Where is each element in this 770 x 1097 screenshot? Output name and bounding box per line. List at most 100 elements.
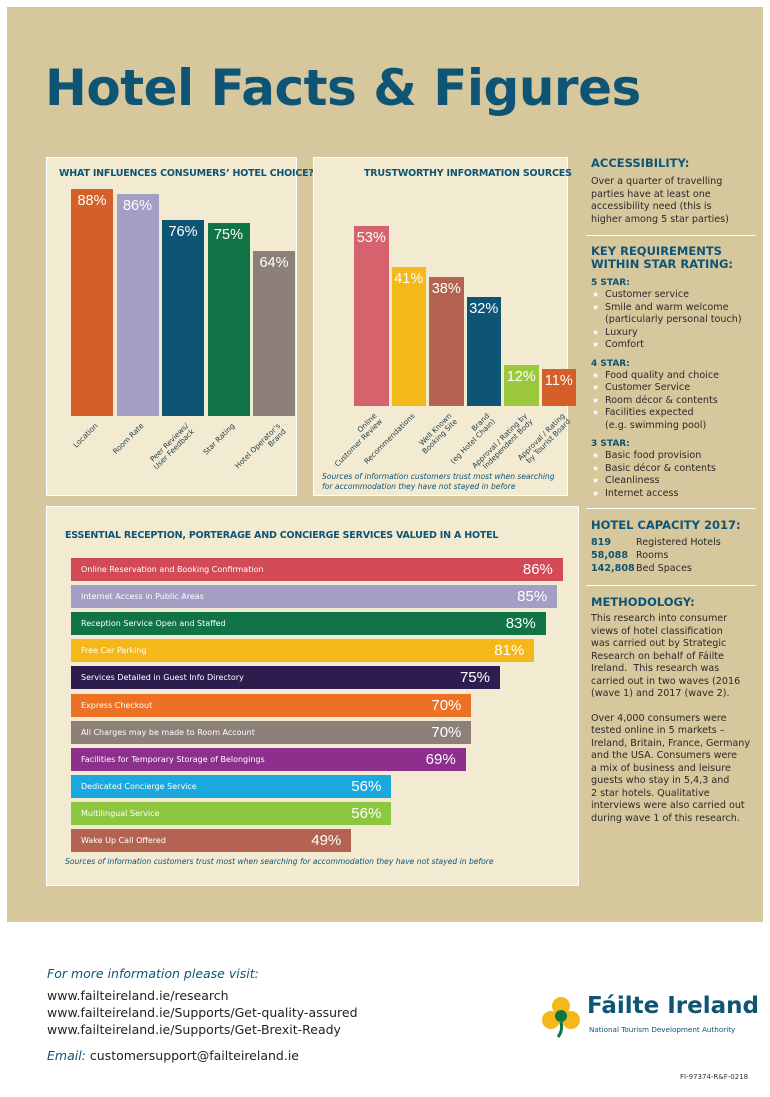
chart-bar: 53% <box>354 225 389 406</box>
chart-bar: Dedicated Concierge Service 56% <box>71 774 392 798</box>
bar-value-label: 81% <box>494 642 525 660</box>
bar-category-label: All Charges may be made to Room Account <box>81 727 255 737</box>
star-item-text: Comfort <box>605 339 644 350</box>
bar-value-label: 86% <box>122 198 153 215</box>
star-icon: ★ <box>592 488 600 498</box>
email-link[interactable]: customersupport@failteireland.ie <box>89 1048 299 1063</box>
star-icon: ★ <box>592 383 600 392</box>
failte-ireland-logo[interactable]: Fáilte Ireland National Tourism Developm… <box>541 993 761 1043</box>
bar-value-label: 88% <box>77 192 107 209</box>
bar-value-label: 64% <box>259 254 289 271</box>
star-icon: ★ <box>592 463 600 473</box>
bar-value-label: 32% <box>469 301 499 318</box>
shamrock-icon <box>542 997 580 1038</box>
chart-bar: Wake Up Call Offered 49% <box>71 829 352 852</box>
chart-bar: 38% <box>429 276 464 406</box>
star-icon: ★ <box>592 302 600 312</box>
star-item-text: Cleanliness <box>605 475 660 486</box>
chart-bar: 12% <box>504 365 539 406</box>
bar-category-label: Peer Reviews/ User Feedback <box>148 421 197 472</box>
bar-category-label: Express Checkout <box>81 700 153 710</box>
star-list-item: ★ Facilities expected (e.g. swimming pool… <box>591 407 751 432</box>
star-list-item: ★ Internet access <box>591 488 751 501</box>
poster-background: Hotel Facts & Figures WHAT INFLUENCES CO… <box>7 7 763 922</box>
bar-value-label: 69% <box>425 750 456 768</box>
chart-bar: 76% <box>162 219 204 416</box>
star-item-text: Luxury <box>605 326 638 338</box>
bar-value-label: 12% <box>506 369 536 386</box>
chart-bar: 64% <box>253 250 295 416</box>
bar-category-label: Online Customer Review <box>333 411 385 469</box>
star-list-item: ★ Smile and warm welcome (particularly pe… <box>591 302 751 327</box>
footer-link-research[interactable]: www.failteireland.ie/research <box>47 988 229 1003</box>
methodology-paragraph-1: This research into consumer views of hot… <box>591 613 741 699</box>
bar-category-label: Free Car Parking <box>81 646 147 656</box>
chart-bar: Express Checkout 70% <box>71 693 472 717</box>
bar-value-label: 70% <box>431 696 462 714</box>
capacity-row: 142,808 Bed Spaces <box>591 562 751 575</box>
trust-chart-title: TRUSTWORTHY INFORMATION SOURCES <box>364 168 572 179</box>
capacity-label: Rooms <box>636 550 669 561</box>
bar-value-label: 86% <box>522 561 553 578</box>
logo-tagline: National Tourism Development Authority <box>589 1025 736 1034</box>
star-list-item: ★ Room décor & contents <box>591 395 751 408</box>
bar-value-label: 85% <box>517 588 548 606</box>
capacity-list: 819 Registered Hotels 58,088 Rooms 142,808 Be… <box>591 536 751 575</box>
bar-category-label: Internet Access in Public Areas <box>81 592 204 602</box>
bar-category-label: Reception Service Open and Staffed <box>81 619 226 629</box>
star-group-heading: 3 STAR: <box>591 439 630 449</box>
chart-bar: Facilities for Temporary Storage of Belo… <box>71 747 466 771</box>
star-icon: ★ <box>592 327 600 337</box>
footer: For more information please visit: www.f… <box>47 966 358 1063</box>
bar-value-label: 83% <box>505 615 536 633</box>
bar-value-label: 38% <box>431 280 461 297</box>
bar-category-label: Location <box>71 421 100 450</box>
capacity-row: 819 Registered Hotels <box>591 536 751 549</box>
star-rating-groups: 5 STAR: ★ Customer service ★ Smile and warm … <box>591 277 751 500</box>
bar-value-label: 56% <box>351 804 382 822</box>
bar-value-label: 11% <box>544 372 573 389</box>
chart-bar: Free Car Parking 81% <box>71 639 535 663</box>
chart-bar: All Charges may be made to Room Account 7… <box>71 720 472 744</box>
star-list-item: ★ Food quality and choice <box>591 370 751 383</box>
influences-chart-panel: WHAT INFLUENCES CONSUMERS’ HOTEL CHOICE?… <box>46 157 314 496</box>
methodology-heading: METHODOLOGY: <box>591 595 695 609</box>
footer-heading: For more information please visit: <box>47 966 259 981</box>
chart-bar: Reception Service Open and Staffed 83% <box>71 612 546 636</box>
bar-value-label: 70% <box>431 723 462 741</box>
star-icon: ★ <box>592 340 600 349</box>
bar-value-label: 76% <box>168 223 198 240</box>
star-list-item: ★ Comfort <box>591 339 751 352</box>
footer-link-quality[interactable]: www.failteireland.ie/Supports/Get-qualit… <box>47 1005 358 1020</box>
influences-chart-title: WHAT INFLUENCES CONSUMERS’ HOTEL CHOICE? <box>59 168 314 179</box>
capacity-row: 58,088 Rooms <box>591 549 751 562</box>
accessibility-heading: ACCESSIBILITY: <box>591 156 690 170</box>
chart-bar: 75% <box>207 222 250 416</box>
star-list-item: ★ Cleanliness <box>591 475 751 488</box>
star-item-text: Internet access <box>605 487 679 499</box>
capacity-number: 142,808 <box>591 563 635 574</box>
star-list-item: ★ Customer Service <box>591 382 751 395</box>
capacity-heading: HOTEL CAPACITY 2017: <box>591 518 741 532</box>
reception-chart-panel: ESSENTIAL RECEPTION, PORTERAGE AND CONCI… <box>46 506 579 886</box>
trust-chart-panel: TRUSTWORTHY INFORMATION SOURCES 53% Onlin… <box>313 157 576 496</box>
accessibility-text: Over a quarter of travelling parties hav… <box>591 176 729 225</box>
sidebar-divider <box>586 508 756 509</box>
capacity-number: 58,088 <box>591 550 629 561</box>
chart-bar: 41% <box>391 266 426 406</box>
chart-bar: 11% <box>541 368 576 406</box>
capacity-label: Bed Spaces <box>636 563 692 574</box>
logo-name: Fáilte Ireland <box>587 993 759 1019</box>
footer-link-brexit[interactable]: www.failteireland.ie/Supports/Get-Brexit… <box>47 1022 341 1037</box>
footer-email-line: Email: customersupport@failteireland.ie <box>47 1048 358 1063</box>
chart-bar: Internet Access in Public Areas 85% <box>71 585 558 609</box>
star-list-item: ★ Basic décor & contents <box>591 463 751 476</box>
chart-bar: 88% <box>71 188 113 416</box>
star-item-text: Smile and warm welcome (particularly per… <box>605 301 742 326</box>
star-item-text: Room décor & contents <box>605 394 718 406</box>
star-item-text: Food quality and choice <box>605 369 720 381</box>
star-icon: ★ <box>592 476 600 485</box>
chart-bar: Services Detailed in Guest Info Director… <box>71 666 500 690</box>
star-item-text: Facilities expected (e.g. swimming pool) <box>605 407 707 431</box>
email-label: Email: <box>47 1048 86 1063</box>
